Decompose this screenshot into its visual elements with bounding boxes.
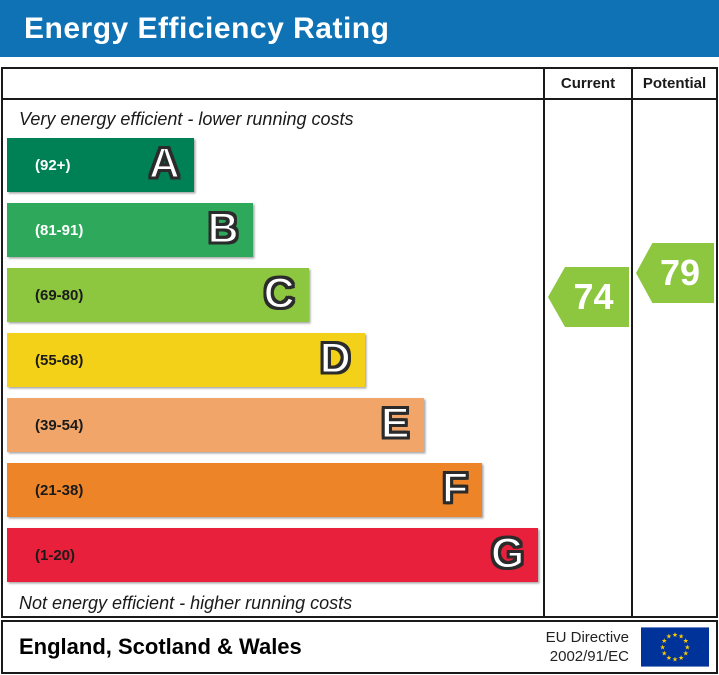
eu-flag-icon: ★ ★ ★ ★ ★ ★ ★ ★ ★ ★ ★ ★ bbox=[641, 627, 709, 667]
band-row-d: (55-68) D bbox=[7, 333, 541, 387]
header-spacer-cell bbox=[3, 69, 543, 100]
potential-rating-value: 79 bbox=[659, 252, 701, 293]
band-range: (81-91) bbox=[35, 221, 84, 239]
band-letter: B bbox=[207, 204, 240, 253]
band-row-b: (81-91) B bbox=[7, 203, 541, 257]
footer: England, Scotland & Wales EU Directive 2… bbox=[1, 620, 718, 674]
band-bar-c: (69-80) C bbox=[7, 268, 309, 322]
band-bar-f: (21-38) F bbox=[7, 463, 483, 517]
band-row-a: (92+) A bbox=[7, 138, 541, 192]
region-label: England, Scotland & Wales bbox=[19, 634, 302, 659]
band-chart-area: Very energy efficient - lower running co… bbox=[3, 100, 543, 616]
current-rating-arrow: 74 bbox=[548, 267, 629, 327]
svg-text:★: ★ bbox=[660, 643, 666, 651]
band-range: (1-20) bbox=[35, 546, 76, 564]
potential-rating-arrow: 79 bbox=[636, 243, 714, 303]
potential-column-header: Potential bbox=[631, 69, 716, 100]
eu-directive-line1: EU Directive bbox=[545, 628, 629, 646]
top-note: Very energy efficient - lower running co… bbox=[19, 109, 354, 129]
band-bar-a: (92+) A bbox=[7, 138, 194, 192]
band-letter: G bbox=[490, 529, 525, 578]
band-letter: C bbox=[263, 269, 296, 318]
svg-text:★: ★ bbox=[661, 649, 667, 657]
band-range: (21-38) bbox=[35, 481, 84, 499]
current-column-header: Current bbox=[543, 69, 631, 100]
potential-header-label: Potential bbox=[642, 75, 707, 92]
current-header-label: Current bbox=[560, 75, 616, 92]
band-row-g: (1-20) G bbox=[7, 528, 541, 582]
footer-right: EU Directive 2002/91/EC ★ ★ ★ ★ ★ ★ ★ ★ … bbox=[546, 627, 716, 667]
potential-column: 79 bbox=[631, 100, 716, 616]
bottom-note: Not energy efficient - higher running co… bbox=[19, 593, 353, 613]
band-letter: A bbox=[148, 139, 181, 188]
band-range: (69-80) bbox=[35, 286, 84, 304]
band-range: (39-54) bbox=[35, 416, 84, 434]
eu-directive-text: EU Directive 2002/91/EC bbox=[546, 628, 629, 667]
band-letter: E bbox=[380, 399, 411, 448]
band-letter: F bbox=[441, 464, 469, 513]
band-row-c: (69-80) C bbox=[7, 268, 541, 322]
band-letter: D bbox=[319, 334, 352, 383]
band-bar-e: (39-54) E bbox=[7, 398, 424, 452]
svg-text:★: ★ bbox=[684, 643, 690, 651]
svg-text:★: ★ bbox=[678, 654, 684, 662]
rating-table: Current Potential Very energy efficient … bbox=[1, 67, 718, 618]
svg-text:★: ★ bbox=[683, 649, 689, 657]
svg-text:★: ★ bbox=[661, 637, 667, 645]
svg-text:★: ★ bbox=[666, 633, 672, 641]
title-bar: Energy Efficiency Rating bbox=[0, 0, 719, 57]
band-list: (92+) A (81-91) B (69-80) C bbox=[7, 138, 541, 582]
page-title: Energy Efficiency Rating bbox=[24, 11, 390, 45]
band-bar-g: (1-20) G bbox=[7, 528, 539, 582]
band-bar-b: (81-91) B bbox=[7, 203, 253, 257]
band-range: (55-68) bbox=[35, 351, 84, 369]
svg-text:★: ★ bbox=[683, 637, 689, 645]
band-bar-d: (55-68) D bbox=[7, 333, 365, 387]
svg-text:★: ★ bbox=[672, 656, 678, 664]
svg-text:★: ★ bbox=[666, 654, 672, 662]
band-row-f: (21-38) F bbox=[7, 463, 541, 517]
svg-text:★: ★ bbox=[672, 631, 678, 639]
current-column: 74 bbox=[543, 100, 631, 616]
band-row-e: (39-54) E bbox=[7, 398, 541, 452]
current-rating-value: 74 bbox=[573, 276, 614, 317]
eu-directive-line2: 2002/91/EC bbox=[549, 648, 629, 665]
band-range: (92+) bbox=[35, 156, 71, 174]
eu-flag-field bbox=[641, 627, 709, 667]
eu-flag-stars: ★ ★ ★ ★ ★ ★ ★ ★ ★ ★ ★ ★ bbox=[660, 631, 691, 664]
svg-text:★: ★ bbox=[678, 633, 684, 641]
